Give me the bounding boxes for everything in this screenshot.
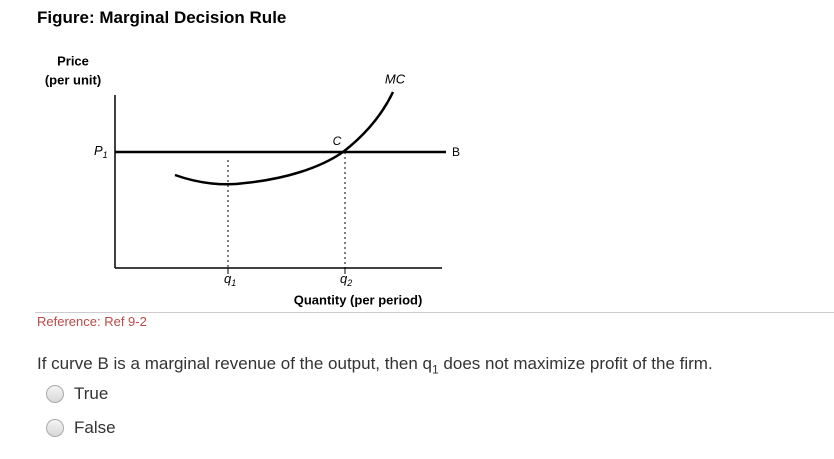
question-sub: 1 bbox=[432, 362, 439, 377]
price-label: P1 bbox=[94, 143, 108, 160]
option-label[interactable]: False bbox=[74, 418, 116, 437]
question-text: does not maximize profit of the firm. bbox=[438, 354, 713, 373]
y-axis-label: Price bbox=[57, 53, 89, 68]
c-label: C bbox=[333, 134, 342, 148]
q1-main: q bbox=[224, 271, 232, 286]
q2-main: q bbox=[340, 271, 348, 286]
mc-curve bbox=[174, 91, 395, 186]
reference: Reference: Ref 9-2 bbox=[37, 314, 147, 329]
y-axis-label: (per unit) bbox=[45, 72, 101, 87]
diagram: Price (per unit) P1 MC C B q1 q2 Quantit… bbox=[45, 53, 460, 307]
p-sub: 1 bbox=[103, 150, 108, 160]
mc-label: MC bbox=[385, 71, 406, 86]
radio[interactable] bbox=[46, 385, 64, 403]
question: If curve B is a marginal revenue of the … bbox=[37, 354, 713, 376]
q1-label: q1 bbox=[224, 271, 236, 288]
q2-label: q2 bbox=[340, 271, 352, 288]
q1-sub: 1 bbox=[231, 278, 236, 288]
option[interactable]: False bbox=[46, 418, 116, 438]
title: Figure: Marginal Decision Rule bbox=[37, 8, 287, 27]
b-label: B bbox=[452, 145, 460, 159]
option-label[interactable]: True bbox=[74, 384, 109, 403]
p-main: P bbox=[94, 143, 103, 158]
q2-sub: 2 bbox=[346, 278, 352, 288]
question-text: If curve B is a marginal revenue of the … bbox=[37, 354, 433, 373]
option[interactable]: True bbox=[46, 384, 108, 404]
separator bbox=[35, 312, 834, 313]
x-axis-label: Quantity (per period) bbox=[294, 292, 423, 307]
radio[interactable] bbox=[46, 419, 64, 437]
